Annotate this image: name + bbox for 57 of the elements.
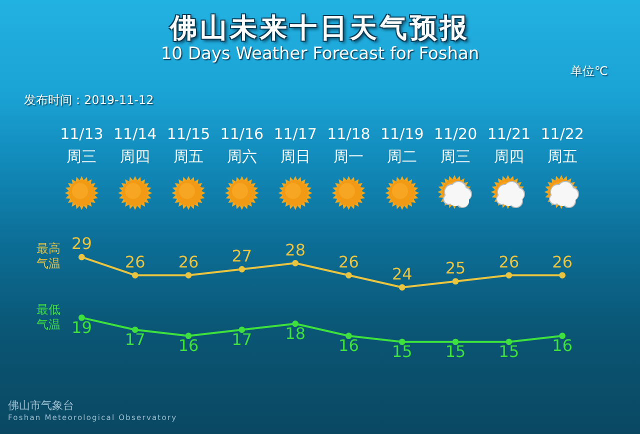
- x-tick-label: 11/17 周日: [274, 125, 317, 166]
- text: 佛山市气象台: [8, 398, 74, 413]
- point: [238, 326, 246, 333]
- data-label: 18: [285, 324, 306, 343]
- x-tick-label: 11/16 周六: [220, 125, 264, 166]
- point: [346, 332, 352, 340]
- point: [132, 272, 138, 278]
- chart-subtitle: 10 Days Weather Forecast for Foshan: [160, 44, 480, 64]
- x-tick-label: 11/18 周一: [327, 125, 370, 166]
- data-label: 15: [445, 342, 466, 362]
- x-tick-label: 11/21 周四: [487, 125, 531, 166]
- data-label: 28: [285, 240, 306, 260]
- data-label: 17: [124, 330, 146, 349]
- data-label: 15: [498, 342, 520, 362]
- point: [398, 338, 406, 346]
- point: [185, 272, 192, 278]
- data-label: 16: [178, 336, 199, 356]
- point: [506, 338, 512, 346]
- point: [452, 278, 459, 285]
- x-tick-label: 11/22 周五: [540, 125, 584, 166]
- data-label: 26: [124, 252, 146, 272]
- data-label: 27: [232, 246, 252, 266]
- text: 发布时间：2019-11-12: [24, 92, 154, 109]
- data-label: 16: [338, 336, 359, 356]
- x-tick-label: 11/14 周四: [113, 125, 157, 166]
- point: [346, 272, 352, 278]
- data-label: 26: [552, 252, 573, 272]
- x-tick-label: 11/19 周二: [380, 125, 424, 166]
- x-tick-label: 11/13 周三: [60, 125, 104, 166]
- point: [452, 338, 459, 346]
- data-label: 29: [72, 234, 92, 254]
- point: [185, 332, 192, 340]
- data-label: 26: [178, 252, 199, 272]
- x-tick-label: 11/15 周五: [166, 125, 210, 166]
- data-label: 15: [392, 342, 412, 362]
- data-label: 16: [552, 336, 573, 356]
- point: [132, 326, 138, 333]
- data-label: 26: [338, 252, 359, 272]
- text: 单位℃: [570, 63, 608, 80]
- data-label: 17: [232, 330, 252, 349]
- series-label: 最低气温: [36, 302, 61, 332]
- point: [398, 284, 406, 291]
- data-label: 26: [498, 252, 520, 272]
- point: [78, 254, 85, 260]
- point: [238, 266, 246, 272]
- data-label: 24: [392, 264, 412, 284]
- point: [78, 314, 85, 321]
- data-label: 25: [445, 258, 466, 278]
- point: [506, 272, 512, 278]
- x-tick-label: 11/20 周三: [434, 125, 478, 166]
- point: [292, 260, 299, 266]
- chart-title: 佛山未来十日天气预报: [168, 12, 471, 46]
- series-label: 最高气温: [36, 242, 61, 271]
- data-label: 19: [72, 318, 92, 337]
- point: [559, 332, 566, 340]
- point: [292, 320, 299, 327]
- point: [559, 272, 566, 278]
